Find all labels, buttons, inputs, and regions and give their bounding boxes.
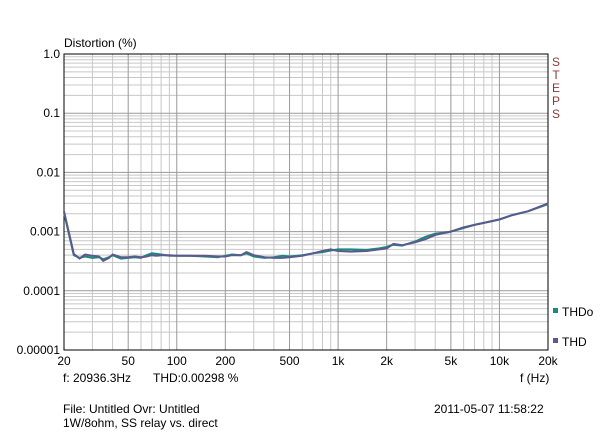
chart-title: Distortion (%) xyxy=(64,36,137,50)
y-tick-label: 0.0001 xyxy=(23,284,60,298)
legend-swatch-thd xyxy=(553,338,558,343)
side-label-letter: P xyxy=(552,94,560,108)
file-info: File: Untitled Ovr: Untitled xyxy=(63,402,200,416)
minor-grid xyxy=(64,54,548,350)
x-tick-label: 2k xyxy=(380,354,394,368)
side-label-letter: S xyxy=(552,107,560,121)
y-tick-label: 0.00001 xyxy=(17,343,61,357)
x-tick-label: 5k xyxy=(445,354,459,368)
y-tick-label: 0.1 xyxy=(43,106,60,120)
x-tick-label: 1k xyxy=(332,354,346,368)
side-label-letter: S xyxy=(552,55,560,69)
description: 1W/8ohm, SS relay vs. direct xyxy=(63,416,218,430)
major-grid xyxy=(64,54,548,350)
y-tick-labels: 1.0 0.1 0.01 0.001 0.0001 0.00001 xyxy=(17,47,61,357)
cursor-frequency-readout: f: 20936.3Hz xyxy=(63,371,132,385)
cursor-thd-readout: THD:0.00298 % xyxy=(153,371,239,385)
x-tick-label: 200 xyxy=(215,354,235,368)
y-tick-label: 0.001 xyxy=(30,225,60,239)
legend-label-thd: THD xyxy=(562,335,587,349)
x-tick-label: 500 xyxy=(280,354,300,368)
legend-swatch-thdo xyxy=(553,308,558,313)
x-tick-label: 20 xyxy=(57,354,71,368)
y-tick-label: 0.01 xyxy=(37,165,61,179)
series-line-thd xyxy=(63,202,549,262)
y-tick-label: 1.0 xyxy=(43,47,60,61)
x-tick-label: 10k xyxy=(490,354,510,368)
side-label-letter: T xyxy=(552,68,560,82)
x-tick-label: 50 xyxy=(122,354,136,368)
legend-label-thdo: THDo xyxy=(562,305,594,319)
legend: THDo THD xyxy=(553,305,594,349)
plot-frame xyxy=(63,53,549,351)
x-axis-label: f (Hz) xyxy=(520,371,549,385)
series-layer xyxy=(63,202,549,262)
x-tick-label: 100 xyxy=(167,354,187,368)
timestamp: 2011-05-07 11:58:22 xyxy=(434,402,544,416)
x-tick-labels: 20 50 100 200 500 1k 2k 5k 10k 20k xyxy=(57,354,558,368)
side-label-letter: E xyxy=(552,81,560,95)
series-line-thdo xyxy=(63,203,549,261)
x-tick-label: 20k xyxy=(538,354,558,368)
